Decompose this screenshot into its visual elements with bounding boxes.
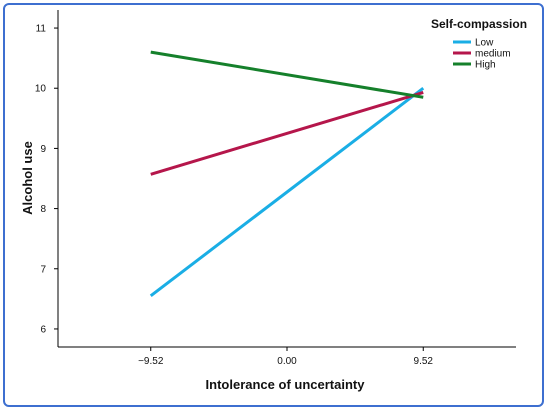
x-tick-label: 9.52: [414, 356, 434, 367]
legend-label-low: Low: [475, 38, 494, 49]
y-ticks: 6 7 8 9 10 11: [35, 24, 58, 335]
y-tick-label: 7: [40, 264, 46, 275]
y-tick-label: 8: [40, 204, 46, 215]
legend-label-high: High: [475, 60, 496, 71]
y-tick-label: 10: [35, 84, 47, 95]
y-tick-label: 11: [36, 24, 47, 35]
x-axis-label: Intolerance of uncertainty: [206, 377, 366, 392]
series-lines: [149, 50, 425, 298]
series-line-high: [150, 50, 424, 99]
series-line-low: [149, 87, 425, 298]
y-tick-label: 9: [40, 144, 46, 155]
legend-title: Self-compassion: [431, 17, 527, 31]
x-tick-label: −9.52: [138, 356, 164, 367]
axes: [57, 10, 516, 348]
x-ticks: −9.52 0.00 9.52: [138, 347, 433, 367]
chart-frame: [3, 3, 544, 407]
series-line-medium: [150, 91, 424, 176]
y-axis-label: Alcohol use: [20, 141, 35, 215]
y-tick-label: 6: [40, 324, 46, 335]
legend-label-medium: medium: [475, 49, 511, 60]
x-tick-label: 0.00: [277, 356, 297, 367]
